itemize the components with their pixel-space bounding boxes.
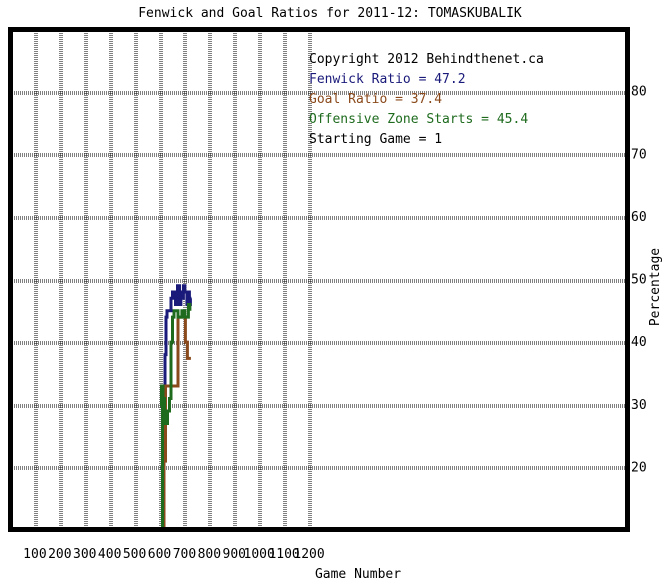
- x-tick-label: 200: [48, 547, 71, 562]
- y-tick-label: 50: [631, 273, 647, 288]
- annotation-line: Offensive Zone Starts = 45.4: [309, 112, 528, 127]
- y-tick-label: 20: [631, 460, 647, 475]
- legend-annotations: Copyright 2012 Behindthenet.ca Fenwick Ra…: [309, 52, 544, 147]
- annotation-line: Copyright 2012 Behindthenet.ca: [309, 52, 544, 67]
- x-tick-label: 400: [98, 547, 121, 562]
- y-tick-label: 30: [631, 398, 647, 413]
- x-axis-label: Game Number: [315, 567, 401, 580]
- x-tick-label: 1100: [268, 547, 299, 562]
- x-tick-label: 700: [173, 547, 196, 562]
- x-tick-label: 100: [23, 547, 46, 562]
- annotation-line: Starting Game = 1: [309, 132, 442, 147]
- x-tick-label: 600: [148, 547, 171, 562]
- y-tick-label: 40: [631, 335, 647, 350]
- x-tick-label: 300: [73, 547, 96, 562]
- x-tick-label: 800: [198, 547, 221, 562]
- y-tick-label: 70: [631, 147, 647, 162]
- y-tick-label: 60: [631, 210, 647, 225]
- annotation-line: Goal Ratio = 37.4: [309, 92, 442, 107]
- data-series: [160, 284, 192, 530]
- y-tick-label: 80: [631, 85, 647, 100]
- x-tick-label: 900: [223, 547, 246, 562]
- grid-lines: [12, 31, 626, 528]
- y-axis-ticks: 20 30 40 50 60 70 80: [631, 85, 647, 476]
- chart-title: Fenwick and Goal Ratios for 2011-12: TOM…: [138, 6, 522, 21]
- series-line-offensive-zone-starts: [160, 303, 192, 530]
- x-tick-label: 1000: [244, 547, 275, 562]
- y-axis-label: Percentage: [648, 248, 663, 326]
- x-tick-label: 500: [123, 547, 146, 562]
- x-tick-label: 1200: [293, 547, 324, 562]
- annotation-line: Fenwick Ratio = 47.2: [309, 72, 466, 87]
- plot-frame: [8, 27, 630, 532]
